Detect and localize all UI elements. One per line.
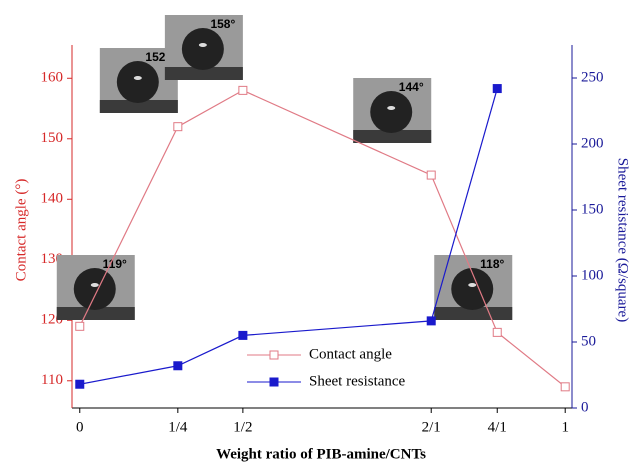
droplet	[73, 268, 116, 310]
point	[238, 85, 248, 95]
droplet-substrate	[353, 130, 432, 143]
point	[75, 379, 85, 389]
y2-tick-label: 250	[581, 69, 604, 85]
series-line	[79, 88, 498, 385]
x-tick-label: 0	[76, 419, 84, 435]
legend-label: Contact angle	[309, 346, 392, 362]
droplet-substrate	[434, 307, 513, 320]
point	[238, 330, 248, 340]
droplet-highlight	[133, 76, 142, 80]
y2-tick-label: 100	[581, 267, 604, 283]
x-tick-label: 2/1	[422, 419, 441, 435]
y2-axis-label: Sheet resistance (Ω/square)	[615, 158, 631, 322]
x-axis-label: Weight ratio of PIB-amine/CNTs	[216, 446, 426, 462]
series-line	[79, 89, 566, 388]
point	[492, 327, 502, 337]
y-tick-label: 140	[41, 191, 64, 207]
point	[173, 122, 183, 132]
y2-tick-label: 200	[581, 135, 604, 151]
x-tick-label: 1/4	[168, 419, 188, 435]
y2-tick-label: 150	[581, 201, 604, 217]
y-tick-label: 150	[41, 130, 64, 146]
point	[560, 382, 570, 392]
droplet	[370, 91, 413, 133]
y2-tick-label: 0	[581, 399, 589, 415]
point	[426, 316, 436, 326]
point	[75, 321, 85, 331]
legend-label: Sheet resistance	[309, 373, 406, 389]
droplet-substrate	[164, 67, 243, 80]
y-axis-label: Contact angle (°)	[13, 179, 29, 282]
droplet	[451, 268, 494, 310]
annotation: 158°	[210, 17, 235, 31]
y-tick-label: 110	[41, 372, 63, 388]
annotation: 119°	[103, 257, 127, 271]
droplet-highlight	[468, 283, 477, 287]
annotation: 152°	[145, 50, 170, 64]
x-tick-label: 1	[561, 419, 569, 435]
droplet	[116, 61, 159, 103]
y2-tick-label: 50	[581, 333, 596, 349]
droplet-highlight	[198, 43, 207, 47]
legend-marker	[269, 377, 279, 387]
droplet-substrate	[56, 307, 135, 320]
x-tick-label: 1/2	[233, 419, 252, 435]
droplet-highlight	[387, 106, 396, 110]
droplet-substrate	[99, 100, 178, 113]
droplet-highlight	[90, 283, 99, 287]
point	[173, 361, 183, 371]
annotation: 144°	[399, 80, 424, 94]
point	[492, 84, 502, 94]
point	[426, 170, 436, 180]
x-tick-label: 4/1	[488, 419, 507, 435]
droplet	[181, 28, 224, 70]
y-tick-label: 160	[41, 70, 64, 86]
annotation: 118°	[480, 257, 504, 271]
legend-marker	[269, 350, 279, 360]
